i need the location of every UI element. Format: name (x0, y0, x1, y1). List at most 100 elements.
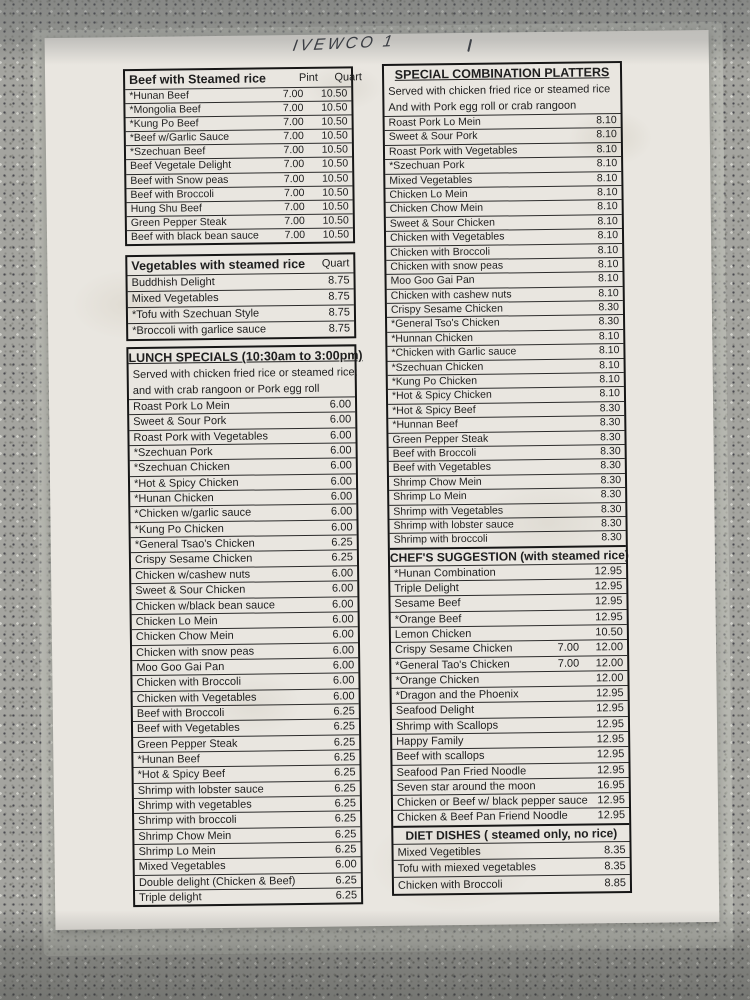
item-price: 8.10 (597, 229, 619, 242)
item-price: 6.25 (331, 536, 353, 549)
item-price: 8.30 (599, 401, 621, 415)
item-price: 6.00 (330, 459, 352, 473)
item-price: 16.95 (597, 778, 625, 792)
item-pint-price: 7.00 (282, 87, 304, 101)
item-price: 8.30 (599, 430, 621, 443)
item-price: 6.00 (330, 505, 353, 519)
lunch-specials-rows: Roast Pork Lo Mein 6.00 Sweet & Sour Por… (128, 396, 362, 906)
vegetables-with-steamed-rice-table: Vegetables with steamed rice Quart Buddh… (125, 252, 357, 342)
item-price: 6.00 (331, 582, 354, 595)
combo-platters-rows: Roast Pork Lo Mein 8.10 Sweet & Sour Por… (384, 113, 626, 548)
item-price: 6.25 (335, 889, 358, 902)
item-price: 8.30 (600, 445, 621, 458)
veg-table-rows: Buddhish Delight 8.75 Mixed Vegetables 8… (127, 272, 355, 340)
item-price: 6.00 (329, 413, 352, 427)
item-price: 12.95 (596, 717, 625, 731)
item-price: 6.00 (332, 597, 354, 611)
special-combination-platters-table: SPECIAL COMBINATION PLATTERS Served with… (384, 63, 626, 548)
item-price: 6.25 (333, 751, 356, 764)
item-quart-price: 10.50 (322, 200, 349, 213)
item-price: 8.10 (597, 258, 619, 271)
item-price: 6.25 (335, 874, 357, 887)
item-price: 12.95 (596, 687, 624, 700)
item-price: 6.00 (332, 628, 354, 641)
item-price: 8.10 (597, 214, 618, 228)
item-price: 8.10 (596, 114, 617, 127)
menu-item-row: Beef with black bean sauce 7.00 10.50 (126, 227, 354, 245)
item-name: Triple delight (139, 891, 202, 905)
item-price: 6.00 (330, 475, 353, 488)
chefs-suggestion-rows: *Hunan Combination 12.95 Triple Delight … (390, 562, 630, 826)
item-price: 6.00 (332, 674, 355, 687)
item-price: 8.30 (599, 416, 621, 429)
item-pint-price: 7.00 (557, 657, 580, 670)
menu-paper: IVEWCO 1 Beef with Steamed rice Pint Qua… (44, 29, 720, 931)
quart-column-header: Quart (334, 71, 363, 84)
item-price: 6.00 (332, 659, 355, 672)
item-price: 6.00 (329, 429, 352, 442)
item-price: 12.95 (595, 610, 623, 624)
item-price: 8.10 (596, 186, 618, 199)
lunch-specials-table: LUNCH SPECIALS (10:30am to 3:00pm) Serve… (126, 344, 364, 908)
veg-table-title: Vegetables with steamed rice (131, 256, 306, 274)
lunch-specials-description-line1: Served with chicken fried rice or steame… (132, 366, 358, 382)
item-quart-price: 10.50 (321, 171, 349, 185)
item-quart-price: 10.50 (321, 115, 348, 128)
item-pint-price: 7.00 (284, 228, 306, 242)
item-price: 10.50 (595, 625, 623, 639)
menu-item-row: Chicken with Broccoli 8.85 (393, 873, 631, 894)
item-pint-price: 7.00 (283, 130, 304, 143)
item-price: 6.25 (334, 797, 357, 810)
item-price: 12.00 (595, 671, 624, 685)
item-price: 8.10 (596, 142, 618, 156)
item-quart-price: 10.50 (321, 129, 348, 142)
item-price: 8.30 (601, 531, 622, 544)
item-quart-price: 10.50 (320, 87, 348, 100)
item-price: 8.10 (598, 272, 619, 285)
item-price: 6.25 (334, 812, 357, 825)
menu-left-column: Beef with Steamed rice Pint Quart *Hunan… (122, 66, 364, 908)
item-price: 6.25 (333, 705, 355, 718)
diet-dishes-rows: Mixed Vegetibles 8.35 Tofu with miexed v… (393, 840, 631, 894)
item-price: 6.25 (335, 843, 357, 856)
item-price: 6.00 (330, 490, 353, 503)
item-price: 12.95 (594, 564, 623, 578)
item-price: 6.25 (334, 766, 356, 779)
item-quart-price: 10.50 (321, 157, 349, 171)
item-pint-price: 7.00 (283, 116, 304, 129)
item-price: 8.10 (598, 344, 620, 357)
item-quart-price: 10.50 (321, 101, 348, 114)
item-price: 6.00 (335, 858, 357, 871)
menu-item-row: *Broccoli with garlice sauce 8.75 (128, 320, 355, 340)
item-pint-price: 7.00 (284, 200, 305, 213)
item-price: 8.30 (600, 459, 621, 472)
menu-item-row: Chicken & Beef Pan Friend Noodle 12.95 (393, 807, 630, 826)
menu-item-row: Triple delight 6.25 (134, 887, 362, 906)
item-name: Chicken & Beef Pan Friend Noodle (397, 810, 568, 825)
item-name: Shrimp with broccoli (393, 533, 488, 547)
item-price: 8.10 (598, 286, 619, 300)
item-price: 12.95 (596, 733, 625, 746)
item-price: 6.00 (331, 521, 353, 534)
item-pint-price: 7.00 (283, 186, 305, 199)
item-pint-price: 7.00 (557, 641, 580, 655)
item-price: 6.25 (331, 551, 354, 565)
beef-table-title: Beef with Steamed rice (129, 71, 267, 88)
item-price: 12.95 (596, 748, 625, 761)
item-price: 6.25 (333, 735, 356, 749)
item-price: 8.75 (328, 290, 350, 303)
quart-column-header: Quart (321, 257, 350, 270)
item-pint-price: 7.00 (283, 144, 305, 157)
item-price: 6.00 (332, 613, 354, 626)
combo-platters-description-line1: Served with chicken fried rice or steame… (388, 83, 611, 98)
item-price: 8.10 (599, 387, 621, 400)
item-price: 8.30 (600, 488, 622, 501)
chefs-suggestion-table: CHEF'S SUGGESTION (with steamed rice) *H… (389, 544, 630, 826)
item-price: 8.30 (601, 517, 622, 530)
item-price: 6.00 (329, 398, 352, 411)
item-pint-price: 7.00 (284, 214, 305, 228)
item-price: 6.00 (332, 643, 355, 657)
item-price: 8.10 (597, 243, 619, 256)
item-price: 8.30 (600, 502, 622, 515)
item-quart-price: 10.50 (322, 228, 350, 241)
